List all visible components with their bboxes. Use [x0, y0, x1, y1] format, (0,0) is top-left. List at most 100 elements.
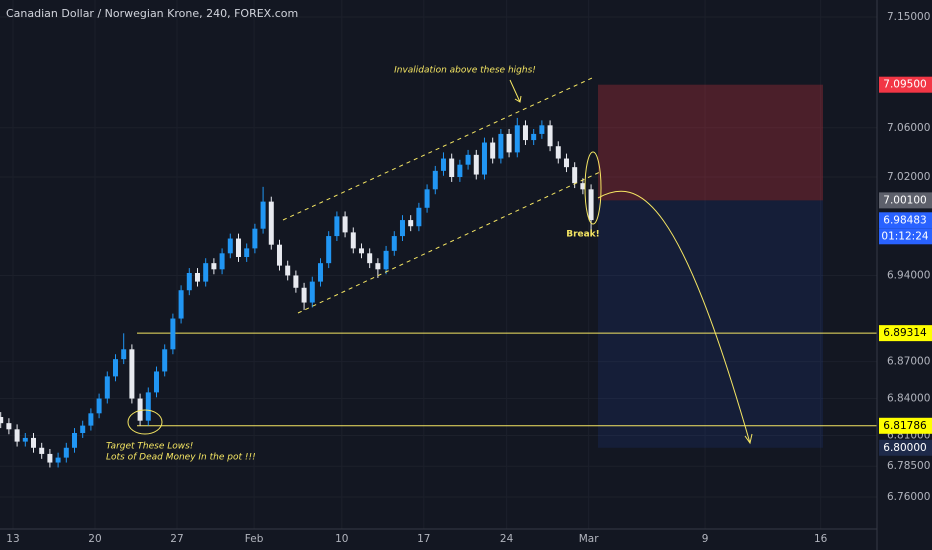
candle-body	[588, 189, 594, 221]
candle-body	[383, 250, 389, 270]
candle-body	[457, 164, 463, 177]
candle-body	[55, 457, 61, 463]
candle-body	[317, 263, 323, 282]
y-tick-label: 6.76000	[887, 491, 930, 503]
y-tick-label: 7.06000	[887, 122, 930, 134]
candle-body	[506, 133, 512, 153]
candle-body	[170, 318, 176, 350]
countdown-box	[879, 228, 932, 245]
candle-body	[416, 207, 422, 227]
x-tick-label: 17	[417, 533, 430, 545]
candle-body	[244, 248, 250, 257]
candle-body	[326, 236, 332, 264]
candle-body	[6, 423, 12, 430]
candle-body	[71, 433, 77, 448]
stop-zone	[598, 84, 823, 201]
candle-body	[301, 287, 307, 303]
price-label-box	[879, 76, 932, 93]
candle-body	[522, 125, 528, 141]
candle-body	[153, 371, 159, 393]
candle-body	[350, 232, 356, 249]
candle-body	[490, 142, 496, 159]
candle-body	[104, 376, 110, 399]
price-label-box	[879, 417, 932, 434]
x-tick-label: Mar	[579, 533, 599, 545]
price-label-box	[879, 212, 932, 229]
grid	[0, 0, 877, 529]
axes: 7.15000 7.06000 7.02000 6.94000 6.87000 6.840…	[6, 11, 932, 545]
candle-body	[30, 437, 36, 448]
price-label: 6.80000	[883, 442, 926, 454]
candle-body	[47, 453, 53, 463]
candle-body	[227, 238, 233, 254]
candle-body	[580, 183, 586, 190]
candle-body	[531, 133, 537, 141]
candle-body	[309, 281, 315, 303]
candle-body	[211, 263, 217, 270]
candle-body	[424, 189, 430, 208]
candle-body	[408, 220, 414, 227]
position-tool	[137, 84, 877, 448]
candle-body	[22, 437, 28, 442]
y-tick-label: 7.15000	[887, 11, 930, 23]
x-tick-label: 13	[6, 533, 19, 545]
price-label-box	[879, 325, 932, 342]
chart-title: Canadian Dollar / Norwegian Krone, 240, …	[6, 7, 298, 20]
annotation: Break!	[566, 230, 600, 240]
candle-body	[465, 154, 471, 165]
price-label: 6.81786	[883, 420, 927, 432]
candle-body	[260, 201, 266, 229]
candle-body	[539, 125, 545, 134]
candle-body	[219, 253, 225, 270]
countdown: 01:12:24	[881, 230, 928, 242]
candle-body	[252, 228, 258, 249]
candle-body	[137, 398, 143, 421]
candle-body	[547, 125, 553, 147]
candles	[0, 117, 594, 468]
price-label: 6.98483	[883, 214, 926, 226]
candle-body	[0, 417, 4, 424]
candle-body	[293, 275, 299, 288]
candle-body	[285, 265, 291, 276]
price-label: 7.00100	[883, 194, 926, 206]
price-label: 7.09500	[883, 79, 926, 91]
y-tick-label: 6.84000	[887, 393, 930, 405]
candle-body	[88, 413, 94, 426]
candle-body	[572, 167, 578, 184]
y-tick-label: 6.87000	[887, 356, 930, 368]
candle-body	[194, 273, 200, 282]
annotation: Invalidation above these highs!	[394, 66, 536, 76]
candle-body	[186, 273, 192, 291]
candle-body	[96, 398, 102, 414]
x-tick-label: 16	[814, 533, 828, 545]
candle-body	[449, 158, 455, 177]
ellipse-lows	[127, 409, 163, 435]
candle-body	[481, 142, 487, 175]
candle-body	[358, 248, 364, 254]
candle-body	[367, 253, 373, 264]
candle-body	[268, 201, 274, 245]
x-tick-label: 10	[335, 533, 348, 545]
projection-curve	[597, 190, 751, 444]
candle-body	[440, 158, 446, 171]
x-tick-label: 20	[88, 533, 101, 545]
annotation: Lots of Dead Money In the pot !!!	[106, 453, 256, 463]
y-tick-label: 6.94000	[887, 269, 930, 281]
candle-body	[391, 236, 397, 251]
candle-body	[334, 216, 340, 237]
y-tick-label: 7.02000	[887, 171, 930, 183]
x-tick-label: 24	[500, 533, 514, 545]
candle-body	[276, 244, 282, 266]
candle-body	[129, 349, 135, 399]
arrow-invalidation	[509, 79, 522, 103]
candle-body	[375, 263, 381, 270]
candle-body	[203, 263, 209, 282]
candle-body	[121, 349, 127, 360]
candle-body	[178, 290, 184, 319]
ellipse-break	[584, 151, 602, 225]
candle-body	[145, 392, 151, 421]
candle-body	[432, 170, 438, 190]
price-label-box	[879, 192, 932, 209]
